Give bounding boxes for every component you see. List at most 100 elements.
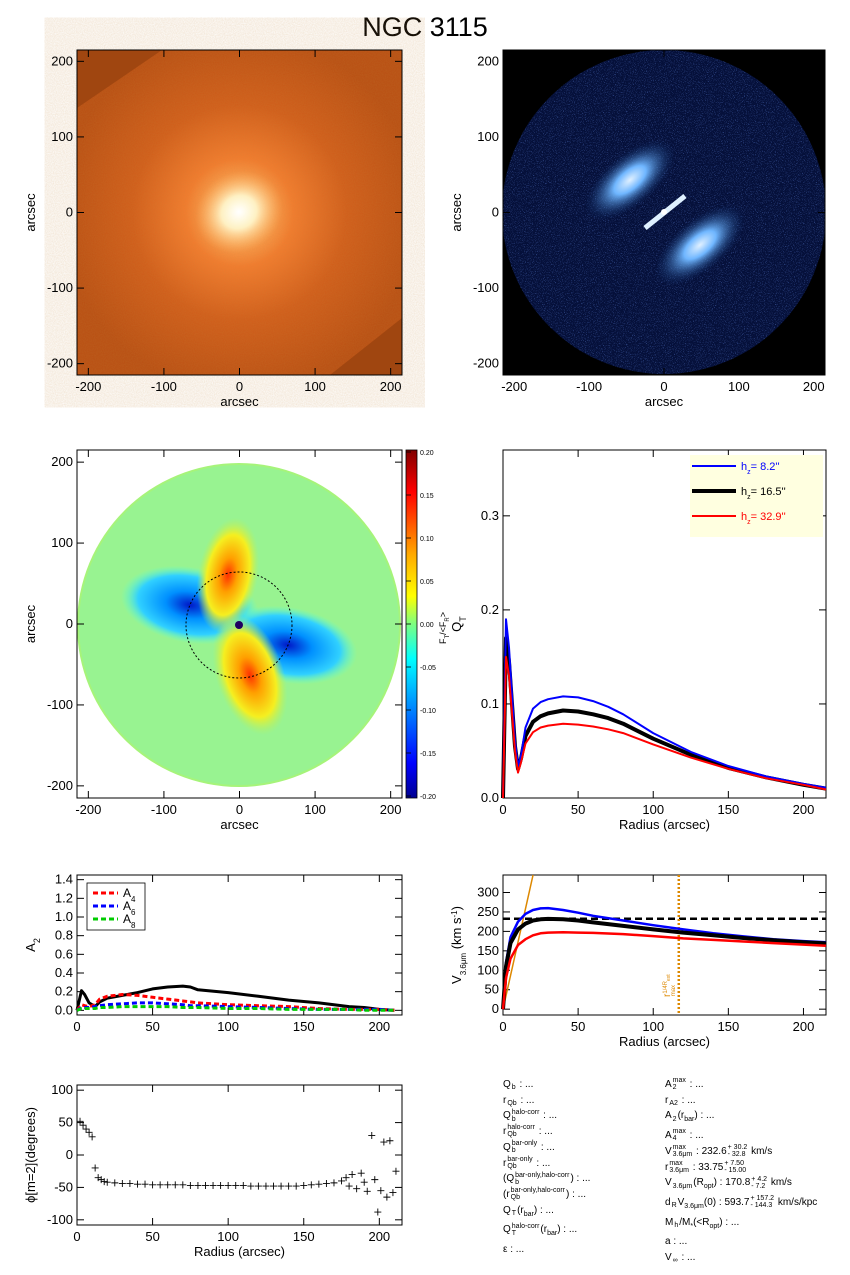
x-tick-label: 100: [728, 379, 750, 394]
a2-axes: 0 50 100 150 200 0.0 0.2 0.4 0.6 0.8 1.0 1.2 1.4 A2: [23, 872, 402, 1034]
y-tick-label: 0.3: [481, 508, 499, 523]
x-tick-label: 100: [217, 1229, 239, 1244]
phase-point: [100, 1178, 108, 1186]
phase-point: [307, 1181, 315, 1189]
x-tick-label: -100: [576, 379, 602, 394]
phase-point: [209, 1181, 217, 1189]
y-tick-label: 0.0: [55, 1002, 73, 1017]
y-tick-label: 100: [51, 535, 73, 550]
phase-point: [111, 1179, 119, 1187]
phase-point: [342, 1174, 350, 1182]
phase-profile-panel: 0 50 100 150 200 100 50 0 -50 -100 Radius (arcsec)…: [23, 1082, 403, 1259]
phase-point: [91, 1164, 99, 1172]
x-tick-label: 0: [73, 1229, 80, 1244]
phase-point: [76, 1117, 84, 1125]
phase-point: [322, 1180, 330, 1188]
phase-point: [371, 1176, 379, 1184]
x-tick-label: 50: [145, 1019, 159, 1034]
y-tick-label: 0: [66, 205, 73, 220]
qt-legend: hz= 8.2'' hz= 16.5'' hz= 32.9'': [690, 455, 823, 537]
parameter-row: rmax 3.6μm : 33.75+ 7.50- 15.00: [665, 1159, 747, 1174]
phase-point: [141, 1180, 149, 1188]
colorbar-tick-label: 0.00: [420, 622, 434, 629]
x-tick-label: 200: [368, 1229, 390, 1244]
phase-point: [386, 1137, 394, 1145]
phase-point: [194, 1181, 202, 1189]
phase-point: [380, 1138, 388, 1146]
y-tick-label: -200: [473, 356, 499, 371]
y-tick-label: -200: [47, 356, 73, 371]
colorbar: 0.20 0.15 0.10 0.05 0.00 -0.05 -0.10 -0.15 -0.20…: [405, 449, 451, 801]
parameter-row: V 3.6μm(Ropt) : 170.8+ 4.2- 7.2 km/s: [665, 1175, 792, 1191]
phase-point: [85, 1128, 93, 1136]
phase-point: [285, 1182, 293, 1190]
phase-point: [126, 1180, 134, 1188]
figure-title: NGC 3115: [362, 12, 488, 42]
x-axis-label: arcsec: [645, 394, 684, 409]
x-tick-label: -100: [151, 379, 177, 394]
colorbar-tick-label: -0.10: [420, 708, 436, 715]
y-tick-label: 1.2: [55, 890, 73, 905]
x-tick-label: 0: [660, 379, 667, 394]
x-tick-label: 200: [793, 1019, 815, 1034]
y-tick-label: 200: [51, 53, 73, 68]
phase-point: [217, 1181, 225, 1189]
phase-point: [392, 1167, 400, 1175]
y-tick-label: 100: [477, 962, 499, 977]
force-axes: -200 -100 0 100 200 -200 -100 0 100 200 arcsec arcs…: [23, 450, 402, 832]
x-tick-label: 200: [380, 802, 402, 817]
x-tick-label: 50: [145, 1229, 159, 1244]
phase-point: [338, 1177, 346, 1185]
y-tick-label: 100: [477, 129, 499, 144]
y-tick-label: 0.4: [55, 965, 73, 980]
irac-image-panel: -200 -100 0 100 200 -200 -100 0 100 200 arcsec arcs…: [23, 49, 403, 409]
x-axis-label: arcsec: [220, 817, 259, 832]
phase-point: [348, 1170, 356, 1178]
colorbar-tick-label: 0.05: [420, 579, 434, 586]
x-tick-label: 100: [642, 802, 664, 817]
x-axis-label: Radius (arcsec): [619, 1034, 710, 1049]
y-tick-label: 0: [492, 1001, 499, 1016]
y-tick-label: 100: [51, 129, 73, 144]
phase-point: [389, 1189, 397, 1197]
y-tick-label: 0: [492, 205, 499, 220]
y-axis-label: A2: [23, 938, 42, 952]
parameter-list-right: Amax 2 : ... r A2 : ... A 2(rbar) : ... Amax…: [665, 1077, 817, 1266]
x-tick-label: -200: [75, 802, 101, 817]
y-axis-label: arcsec: [23, 193, 38, 232]
parameter-row: (Qbar-only,halo-corr b) : ...: [503, 1171, 591, 1186]
parameter-row: (rbar-only,halo-corr Qb) : ...: [503, 1187, 587, 1202]
phase-point: [201, 1181, 209, 1189]
qt-line-red: [502, 655, 827, 799]
y-tick-label: 200: [477, 53, 499, 68]
y-tick-label: 0.2: [55, 984, 73, 999]
y-tick-label: 150: [477, 943, 499, 958]
phase-point: [363, 1187, 371, 1195]
phase-point: [292, 1182, 300, 1190]
phase-point: [79, 1121, 87, 1129]
phase-point: [383, 1193, 391, 1201]
y-tick-label: -100: [47, 280, 73, 295]
a2-line-green: [76, 1005, 395, 1012]
parameter-row: ε : ...: [503, 1244, 525, 1256]
x-tick-label: 0: [73, 1019, 80, 1034]
x-tick-label: 150: [293, 1019, 315, 1034]
residual-axes: -200 -100 0 100 200 -200 -100 0 100 200 arcsec arcs…: [449, 50, 825, 409]
parameter-row: M h/M*(<Ropt) : ...: [665, 1216, 740, 1230]
irac-axes: -200 -100 0 100 200 -200 -100 0 100 200 arcsec arcs…: [23, 50, 402, 409]
parameter-row: r A2 : ...: [665, 1094, 696, 1108]
colorbar-tick-label: 0.15: [420, 493, 434, 500]
x-tick-label: 100: [217, 1019, 239, 1034]
x-tick-label: 150: [293, 1229, 315, 1244]
y-tick-label: 0: [66, 616, 73, 631]
x-tick-label: 0: [499, 1019, 506, 1034]
rc-line-red: [501, 930, 827, 1010]
x-tick-label: 150: [717, 802, 739, 817]
parameter-row: Qhalo-corr b : ...: [503, 1108, 558, 1123]
phase-point: [171, 1181, 179, 1189]
x-tick-label: 200: [803, 379, 825, 394]
colorbar-tick-label: 0.10: [420, 536, 434, 543]
x-axis-label: Radius (arcsec): [194, 1244, 285, 1259]
y-tick-label: 50: [59, 1115, 73, 1130]
